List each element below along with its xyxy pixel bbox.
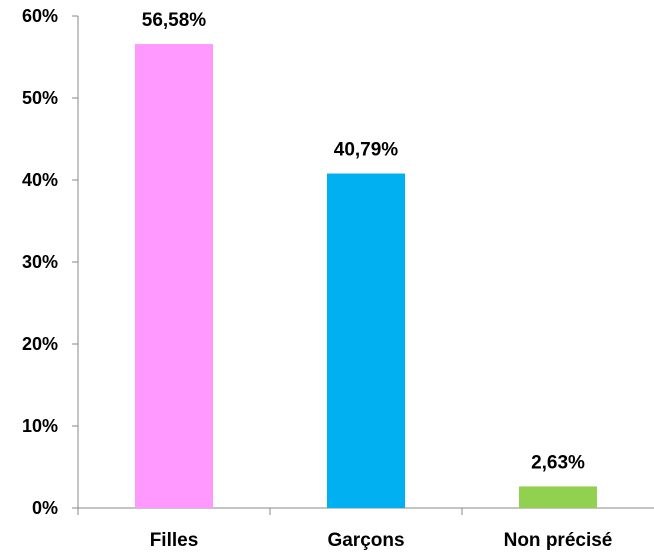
x-category-label: Garçons xyxy=(327,530,404,551)
data-label: 2,63% xyxy=(531,452,585,473)
x-axis: Filles Garçons Non précisé xyxy=(77,507,654,551)
y-tick-label: 20% xyxy=(22,334,58,354)
data-label: 56,58% xyxy=(142,10,207,31)
y-axis: 0% 10% 20% 30% 40% 50% 60% xyxy=(22,6,79,518)
data-labels: 56,58% 40,79% 2,63% xyxy=(142,10,585,473)
bars xyxy=(135,44,597,508)
data-label: 40,79% xyxy=(334,140,399,161)
bar-filles xyxy=(135,44,213,508)
bar-gar-ons xyxy=(327,173,405,508)
y-tick-label: 40% xyxy=(22,170,58,190)
y-tick-label: 50% xyxy=(22,88,58,108)
y-tick-label: 60% xyxy=(22,6,58,26)
bar-non-pr-cis- xyxy=(519,486,597,508)
y-tick-label: 30% xyxy=(22,252,58,272)
x-category-label: Non précisé xyxy=(504,530,613,551)
y-tick-label: 10% xyxy=(22,416,58,436)
x-category-label: Filles xyxy=(150,530,199,551)
y-tick-label: 0% xyxy=(32,498,58,518)
